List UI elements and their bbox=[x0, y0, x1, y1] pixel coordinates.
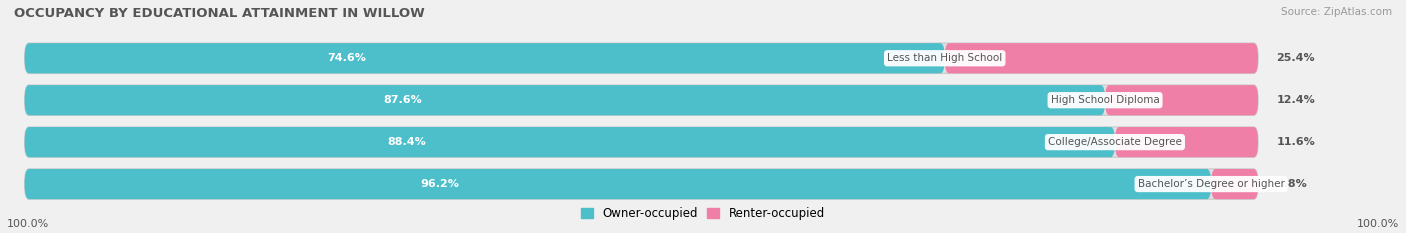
Text: High School Diploma: High School Diploma bbox=[1050, 95, 1160, 105]
Text: Source: ZipAtlas.com: Source: ZipAtlas.com bbox=[1281, 7, 1392, 17]
Text: Bachelor’s Degree or higher: Bachelor’s Degree or higher bbox=[1137, 179, 1285, 189]
FancyBboxPatch shape bbox=[1105, 85, 1258, 115]
Text: 74.6%: 74.6% bbox=[328, 53, 366, 63]
Text: 11.6%: 11.6% bbox=[1277, 137, 1315, 147]
FancyBboxPatch shape bbox=[1211, 169, 1258, 199]
FancyBboxPatch shape bbox=[25, 85, 1258, 115]
FancyBboxPatch shape bbox=[25, 43, 945, 73]
Text: Less than High School: Less than High School bbox=[887, 53, 1002, 63]
FancyBboxPatch shape bbox=[25, 85, 1105, 115]
FancyBboxPatch shape bbox=[25, 127, 1258, 157]
Legend: Owner-occupied, Renter-occupied: Owner-occupied, Renter-occupied bbox=[576, 202, 830, 225]
Text: 12.4%: 12.4% bbox=[1277, 95, 1315, 105]
Text: 100.0%: 100.0% bbox=[1357, 219, 1399, 229]
FancyBboxPatch shape bbox=[25, 43, 1258, 73]
Text: College/Associate Degree: College/Associate Degree bbox=[1047, 137, 1182, 147]
Text: 88.4%: 88.4% bbox=[387, 137, 426, 147]
FancyBboxPatch shape bbox=[945, 43, 1258, 73]
Text: 100.0%: 100.0% bbox=[7, 219, 49, 229]
FancyBboxPatch shape bbox=[25, 169, 1211, 199]
Text: 25.4%: 25.4% bbox=[1277, 53, 1315, 63]
Text: 96.2%: 96.2% bbox=[420, 179, 460, 189]
Text: 87.6%: 87.6% bbox=[384, 95, 422, 105]
Text: OCCUPANCY BY EDUCATIONAL ATTAINMENT IN WILLOW: OCCUPANCY BY EDUCATIONAL ATTAINMENT IN W… bbox=[14, 7, 425, 20]
FancyBboxPatch shape bbox=[1115, 127, 1258, 157]
Text: 3.8%: 3.8% bbox=[1277, 179, 1308, 189]
FancyBboxPatch shape bbox=[25, 169, 1258, 199]
FancyBboxPatch shape bbox=[25, 127, 1115, 157]
